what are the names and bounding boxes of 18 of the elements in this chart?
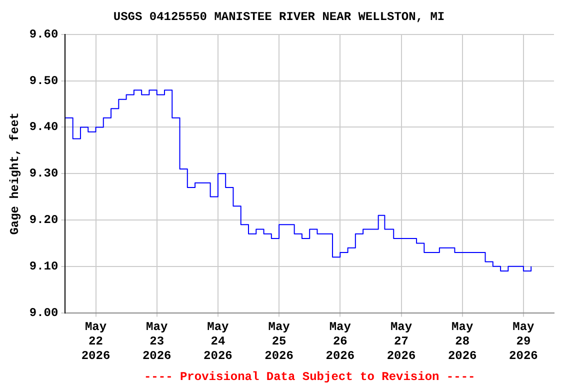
chart-title: USGS 04125550 MANISTEE RIVER NEAR WELLSTON, MI — [113, 10, 445, 24]
y-axis-title: Gage height, feet — [8, 112, 22, 235]
y-tick-label: 9.30 — [29, 166, 58, 181]
y-tick-label: 9.20 — [29, 213, 58, 228]
y-tick-label: 9.40 — [29, 120, 58, 134]
x-tick-label: May 25 2026 — [264, 320, 294, 363]
x-tick-label: May 27 2026 — [386, 320, 416, 363]
y-tick-label: 9.60 — [29, 27, 58, 42]
text: ---- Provisional Data Subject to Revision ---- — [144, 370, 476, 384]
y-tick-label: 9.10 — [29, 259, 58, 274]
x-tick-label: May 24 2026 — [204, 320, 232, 363]
x-tick-label: May 23 2026 — [142, 320, 172, 363]
y-tick-label: 9.50 — [29, 74, 58, 88]
x-tick-label: May 28 2026 — [448, 320, 477, 363]
x-tick-label: May 22 2026 — [81, 320, 110, 363]
y-tick-label: 9.00 — [29, 306, 58, 320]
x-tick-label: May 29 2026 — [509, 320, 538, 363]
x-tick-label: May 26 2026 — [326, 320, 355, 363]
